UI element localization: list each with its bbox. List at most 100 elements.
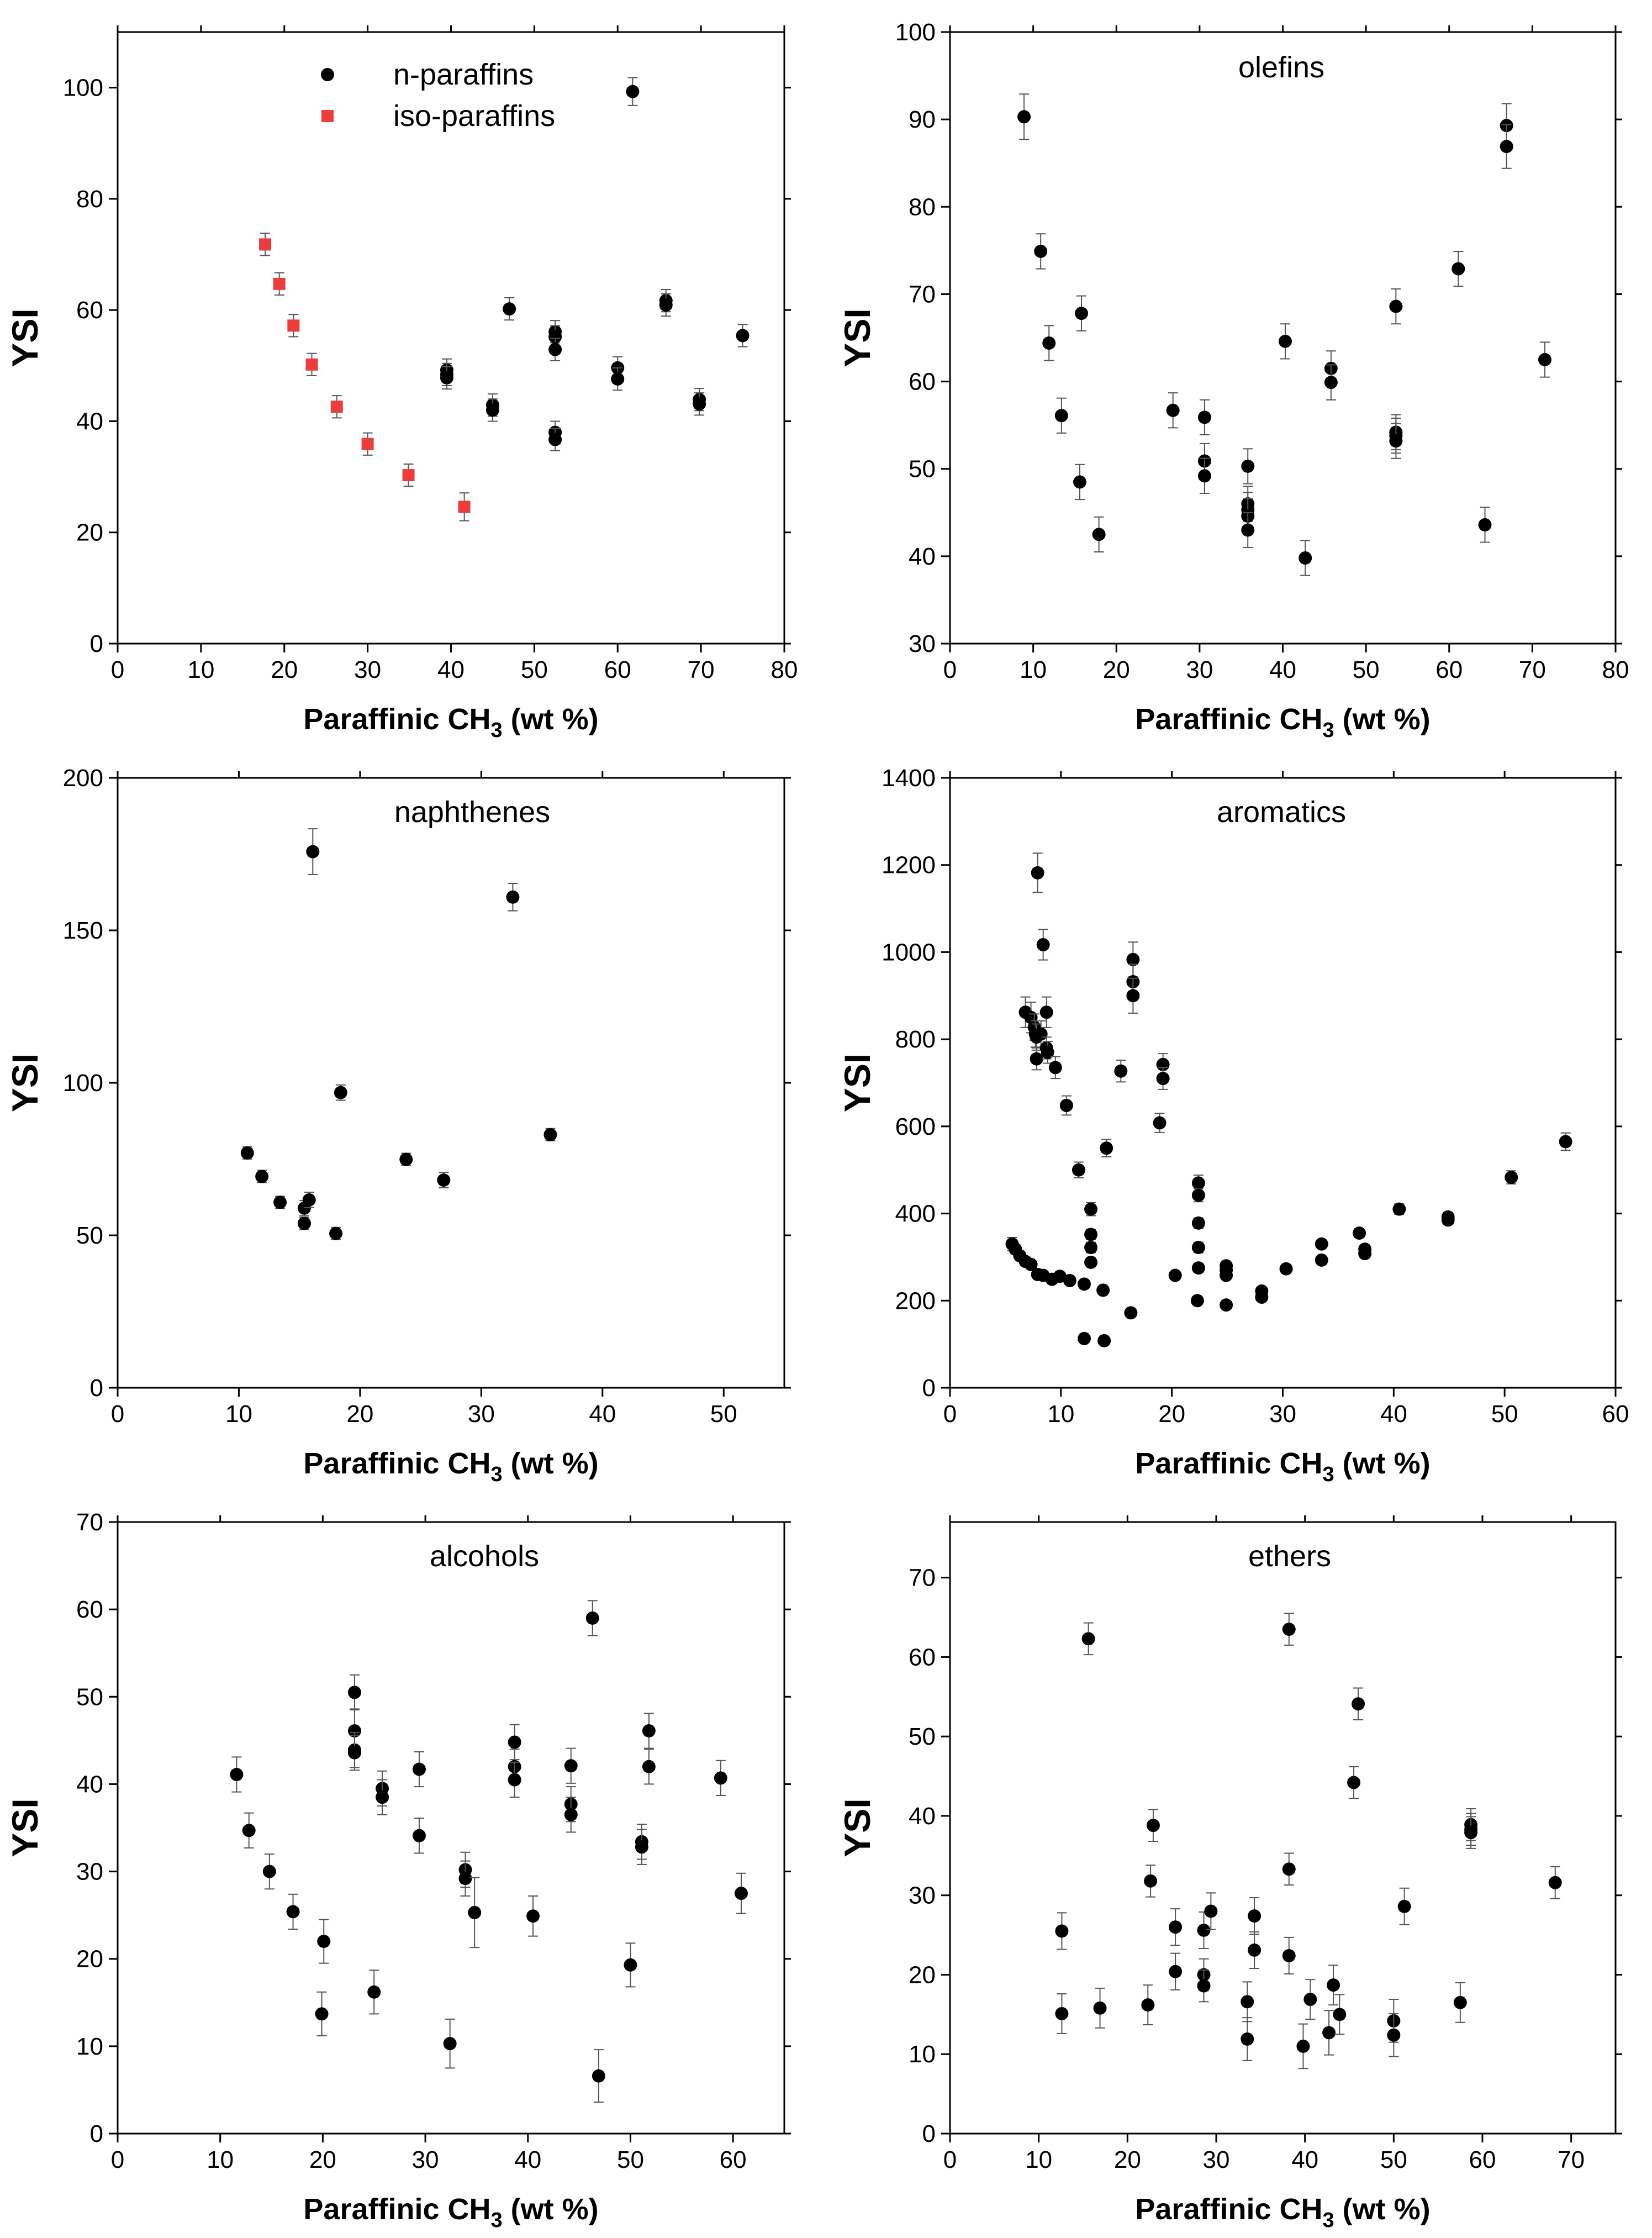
y-tick-label: 0 (90, 1375, 103, 1402)
data-point (458, 501, 471, 513)
x-tick-label: 60 (1602, 1400, 1629, 1428)
data-point (1034, 1027, 1048, 1041)
x-axis-title-subscript: 3 (1322, 1463, 1334, 1486)
data-point (642, 1724, 656, 1737)
data-point (329, 1226, 343, 1240)
panel-title: olefins (1238, 51, 1324, 84)
x-tick-label: 30 (468, 1400, 495, 1428)
data-point (242, 1824, 256, 1837)
data-point (1081, 1632, 1095, 1646)
y-tick-label: 10 (909, 2041, 936, 2068)
data-point (564, 1759, 578, 1773)
data-point (1048, 1061, 1062, 1075)
data-point (399, 1152, 413, 1166)
data-point (1197, 469, 1211, 483)
x-tick-label: 80 (771, 656, 798, 683)
series-alcohols (230, 1600, 748, 2103)
data-point (1054, 409, 1068, 423)
x-tick-label: 60 (1435, 656, 1463, 683)
y-tick-label: 70 (76, 1509, 103, 1536)
data-point (736, 329, 750, 343)
y-axis-title: YSI (837, 1054, 878, 1112)
data-point (1072, 1163, 1085, 1177)
data-point (347, 1724, 361, 1737)
panel-title: aromatics (1217, 796, 1346, 829)
legend-label: iso-paraffins (393, 99, 555, 133)
series-olefins (1017, 93, 1551, 576)
data-point (1096, 1283, 1110, 1297)
x-tick-label: 10 (1025, 2146, 1052, 2173)
data-point (1191, 1188, 1205, 1202)
data-point (1279, 334, 1292, 348)
data-point (1169, 1965, 1183, 1978)
data-point (1220, 1259, 1233, 1273)
data-point (543, 1128, 557, 1141)
data-point (1156, 1072, 1170, 1086)
x-tick-label: 70 (1519, 656, 1546, 683)
y-tick-label: 0 (922, 1375, 936, 1402)
x-tick-label: 40 (589, 1400, 616, 1428)
data-point (1347, 1776, 1361, 1789)
data-point (1255, 1284, 1269, 1298)
x-axis-title-main: Paraffinic CH (1135, 2193, 1322, 2226)
data-point (548, 343, 562, 356)
y-tick-label: 100 (63, 75, 103, 102)
y-tick-label: 40 (909, 543, 936, 570)
x-tick-label: 20 (1103, 656, 1130, 683)
y-axis-title: YSI (837, 1798, 878, 1857)
data-point (1084, 1202, 1098, 1216)
data-point (1141, 1998, 1155, 2012)
data-point (468, 1905, 482, 1919)
y-tick-label: 400 (895, 1200, 936, 1228)
data-point (1322, 2026, 1336, 2040)
x-tick-label: 40 (1269, 656, 1296, 683)
data-point (1059, 1099, 1073, 1113)
x-tick-label: 50 (1380, 2146, 1407, 2173)
data-point (1548, 1876, 1562, 1889)
y-tick-label: 40 (76, 1771, 103, 1798)
data-point (1073, 475, 1086, 489)
data-point (1397, 1899, 1411, 1913)
data-point (1282, 1862, 1296, 1876)
data-point (305, 358, 318, 371)
x-axis-title: Paraffinic CH3 (wt %) (1135, 2193, 1430, 2232)
data-point (297, 1217, 311, 1230)
y-tick-label: 50 (76, 1683, 103, 1710)
x-axis-title-main: Paraffinic CH (1135, 1447, 1322, 1480)
x-tick-label: 50 (1491, 1400, 1518, 1428)
x-tick-label: 50 (710, 1400, 737, 1428)
data-point (402, 469, 415, 482)
data-point (611, 372, 625, 386)
x-axis-title-main: Paraffinic CH (1135, 703, 1322, 736)
data-point (1204, 1904, 1218, 1918)
x-tick-label: 10 (1047, 1400, 1074, 1428)
y-tick-label: 200 (63, 765, 103, 792)
x-axis-title-subscript: 3 (490, 719, 502, 742)
data-point (262, 1865, 276, 1878)
data-point (1191, 1261, 1205, 1275)
data-point (1168, 1268, 1182, 1282)
data-point (548, 433, 562, 446)
data-point (548, 330, 562, 344)
x-tick-label: 0 (111, 656, 124, 683)
x-tick-label: 30 (1203, 2146, 1230, 2173)
data-point (315, 2007, 329, 2021)
y-tick-label: 80 (76, 186, 103, 213)
data-point (1093, 2001, 1107, 2015)
x-axis-title-suffix: (wt %) (1334, 2193, 1431, 2226)
data-point (1042, 336, 1056, 350)
data-point (1197, 1979, 1211, 1993)
y-tick-label: 100 (63, 1070, 103, 1097)
data-point (367, 1985, 381, 1999)
x-tick-label: 30 (412, 2146, 439, 2173)
data-point (508, 1735, 521, 1749)
data-point (1034, 244, 1048, 258)
data-point (1389, 299, 1403, 313)
data-point (1039, 1005, 1053, 1019)
data-point (1153, 1116, 1167, 1130)
data-point (361, 438, 374, 450)
data-point (376, 1791, 389, 1804)
x-tick-label: 10 (225, 1400, 252, 1428)
y-tick-label: 200 (895, 1287, 936, 1314)
y-tick-label: 30 (909, 630, 936, 657)
